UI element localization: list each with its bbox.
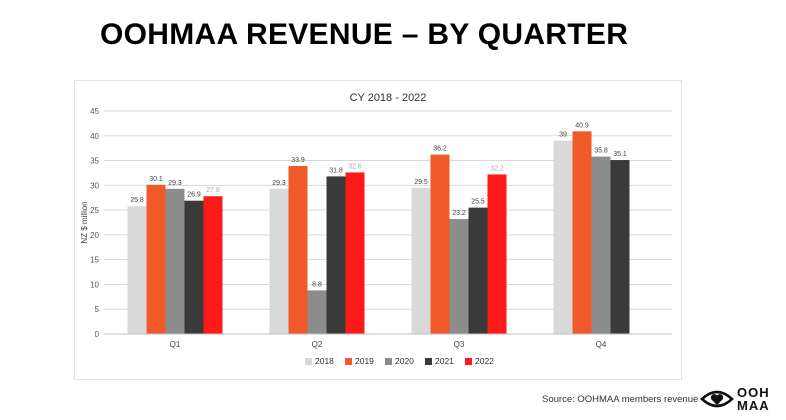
bar-2022	[487, 174, 507, 334]
bar-2018	[553, 140, 573, 334]
data-label: 35.8	[594, 148, 608, 155]
bar-2021	[610, 160, 630, 334]
x-tick-label: Q2	[312, 340, 323, 349]
data-label: 35.1	[613, 151, 627, 158]
y-tick-label: 35	[90, 157, 99, 166]
oohmaa-logo: OOH MAA	[700, 384, 780, 416]
bar-2022	[345, 172, 365, 334]
page-title: OOHMAA REVENUE – BY QUARTER	[100, 18, 629, 51]
bar-2021	[326, 176, 346, 334]
data-label: 23.2	[452, 210, 466, 217]
y-tick-label: 20	[90, 231, 99, 240]
bar-2019	[572, 131, 592, 334]
data-label: 40.9	[575, 122, 589, 129]
bar-2020	[165, 188, 185, 334]
data-label: 32.2	[490, 165, 504, 172]
data-label: 36.2	[433, 146, 447, 153]
data-label: 26.9	[187, 192, 201, 199]
y-tick-label: 40	[90, 132, 99, 141]
legend-label-2020: 2020	[395, 356, 414, 366]
y-tick-label: 30	[90, 181, 99, 190]
y-tick-label: 45	[90, 107, 99, 116]
data-label: 8.8	[312, 281, 322, 288]
y-tick-label: 15	[90, 256, 99, 265]
bar-2022	[203, 196, 223, 334]
legend-swatch-2018	[305, 358, 312, 365]
legend-label-2018: 2018	[315, 356, 334, 366]
x-tick-label: Q4	[596, 340, 607, 349]
eye-heart-icon	[700, 390, 734, 408]
bar-2020	[591, 156, 611, 334]
data-label: 29.3	[168, 180, 182, 187]
bar-2018	[127, 206, 147, 334]
data-label: 31.8	[329, 167, 343, 174]
bar-2020	[307, 290, 327, 334]
legend-swatch-2022	[465, 358, 472, 365]
legend-label-2021: 2021	[435, 356, 454, 366]
data-label: 25.5	[471, 199, 485, 206]
x-tick-label: Q3	[454, 340, 465, 349]
bar-chart: CY 2018 - 2022 0 5 10 15 20 25 30 35 40 45 NZ $ mil…	[80, 92, 672, 366]
bar-2018	[411, 187, 431, 334]
y-axis-label: NZ $ million	[80, 201, 89, 243]
chart-frame: CY 2018 - 2022 0 5 10 15 20 25 30 35 40 45 NZ $ mil…	[74, 80, 682, 380]
y-tick-label: 5	[95, 305, 100, 314]
bar-2020	[449, 219, 469, 334]
legend-label-2022: 2022	[475, 356, 494, 366]
bar-2019	[146, 184, 166, 334]
bar-2018	[269, 188, 289, 334]
logo-text-line-2: MAA	[737, 398, 770, 413]
x-tick-label: Q1	[170, 340, 181, 349]
logo-text-line-1: OOH	[737, 385, 770, 400]
legend-swatch-2021	[425, 358, 432, 365]
y-tick-label: 25	[90, 206, 99, 215]
y-tick-label: 0	[95, 330, 100, 339]
data-label: 32.6	[348, 163, 362, 170]
logo-text: OOH MAA	[737, 386, 770, 412]
legend-swatch-2019	[345, 358, 352, 365]
legend-label-2019: 2019	[355, 356, 374, 366]
chart-title: CY 2018 - 2022	[350, 92, 427, 104]
bar-2019	[430, 154, 450, 334]
y-tick-label: 10	[90, 280, 99, 289]
data-label: 39	[559, 132, 567, 139]
data-label: 33.9	[291, 157, 305, 164]
source-note: Source: OOHMAA members revenue	[542, 394, 699, 405]
bar-2019	[288, 166, 308, 334]
bar-2021	[184, 200, 204, 334]
data-label: 27.8	[206, 187, 220, 194]
bar-2021	[468, 207, 488, 334]
data-label: 30.1	[149, 176, 163, 183]
data-label: 29.3	[272, 180, 286, 187]
data-label: 25.8	[130, 197, 144, 204]
data-label: 29.5	[414, 179, 428, 186]
legend-swatch-2020	[385, 358, 392, 365]
